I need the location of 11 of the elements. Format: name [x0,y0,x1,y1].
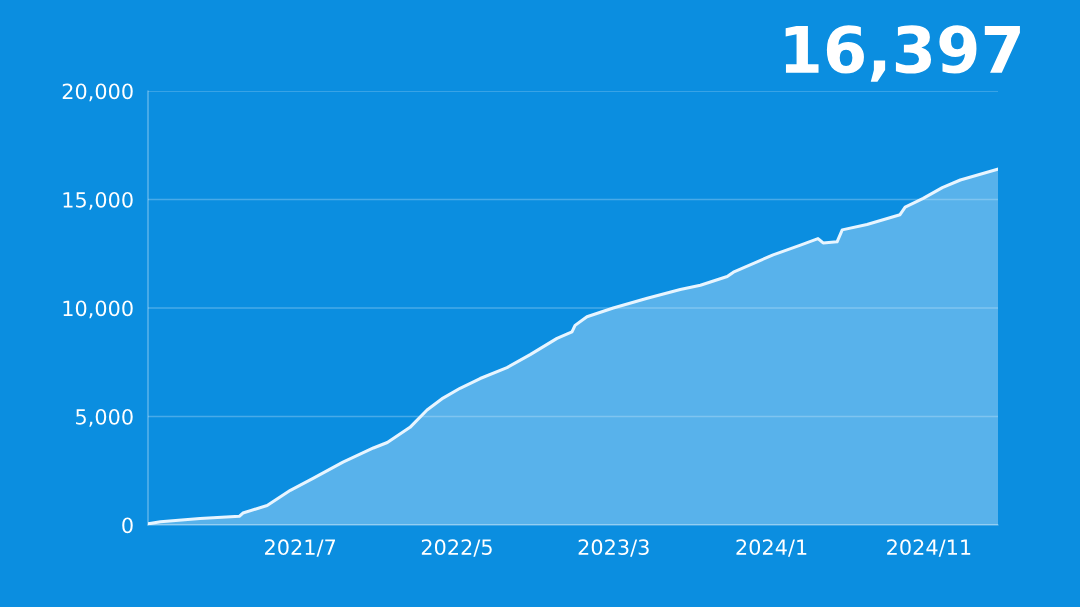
x-tick-label: 2024/11 [887,539,971,557]
y-tick-label: 0 [122,517,133,534]
x-tick-label: 2022/5 [421,539,492,557]
x-tick-label: 2021/7 [265,539,336,557]
x-tick-label: 2024/1 [736,539,807,557]
y-tick-label: 20,000 [62,83,133,102]
x-tick-label: 2023/3 [578,539,649,557]
chart-title: 16,397 [785,25,1020,82]
y-tick-label: 5,000 [76,408,133,427]
y-tick-label: 15,000 [63,191,133,210]
y-tick-label: 10,000 [63,300,133,319]
